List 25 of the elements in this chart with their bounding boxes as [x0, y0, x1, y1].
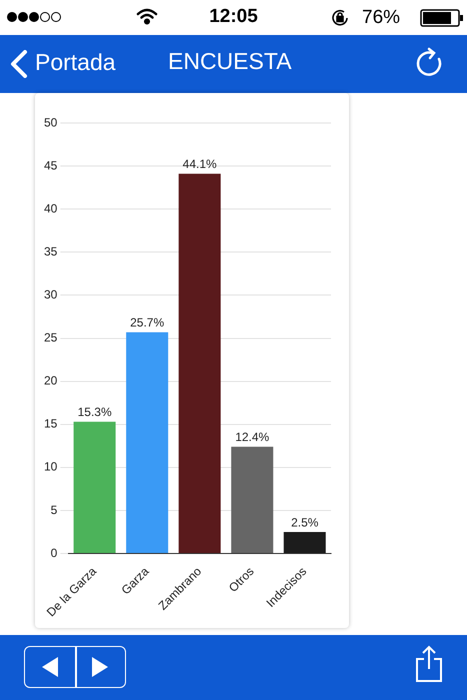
bar [126, 332, 168, 554]
text: 12:05 [209, 6, 258, 27]
data-label: 2.5% [291, 515, 319, 530]
text: 76% [362, 7, 400, 29]
y-tick-label: 10 [44, 460, 58, 474]
data-label: 44.1% [182, 157, 218, 172]
y-tick-label: 0 [50, 546, 58, 560]
text: Portada [35, 49, 116, 76]
y-tick-label: 25 [44, 330, 58, 345]
chart-title: ENCUESTA [168, 48, 292, 75]
y-tick-label: 5 [50, 502, 58, 517]
y-tick-label: 45 [44, 158, 58, 172]
y-tick-label: 15 [44, 416, 58, 431]
y-tick-label: 30 [44, 288, 58, 302]
y-tick-label: 35 [44, 244, 58, 258]
bar [231, 446, 274, 554]
bar [74, 422, 116, 554]
data-label: 25.7% [130, 316, 164, 330]
y-tick-label: 20 [44, 374, 58, 388]
data-label: 15.3% [78, 405, 112, 420]
data-label: 12.4% [235, 430, 270, 444]
y-tick-label: 50 [44, 115, 58, 130]
bar [178, 174, 221, 554]
bar [284, 532, 326, 554]
y-tick-label: 40 [44, 201, 58, 216]
